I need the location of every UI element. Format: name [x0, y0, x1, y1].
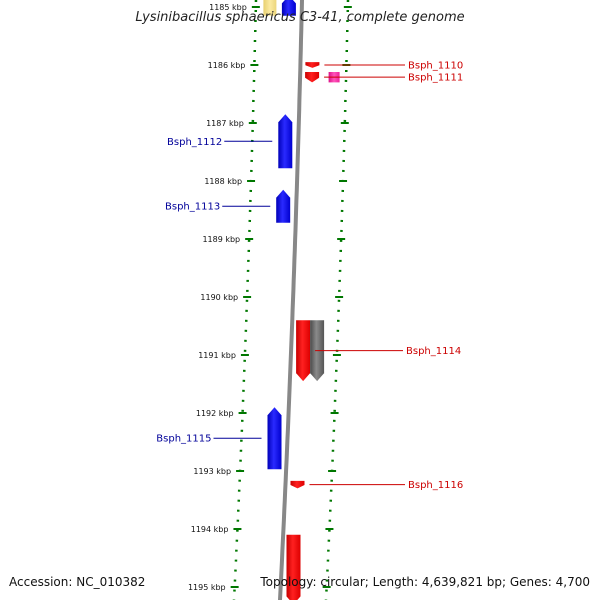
track-guides: [232, 0, 350, 601]
genome-backbone: [278, 0, 304, 602]
gene-label[interactable]: Bsph_1114: [406, 346, 461, 357]
gene-label[interactable]: Bsph_1115: [156, 434, 211, 445]
right-ruler-guide: [324, 0, 350, 601]
gene-feature[interactable]: [286, 534, 301, 604]
gene-bsph-1114[interactable]: [296, 320, 311, 382]
ruler: 1185 kbp 1186 kbp 1187 kbp 1188 kbp 1189 kbp…: [188, 3, 352, 592]
gene-label[interactable]: Bsph_1111: [408, 73, 463, 84]
ruler-tick-label: 1192 kbp: [196, 409, 234, 418]
gene-bsph-1113[interactable]: [276, 189, 291, 223]
ruler-tick-label: 1191 kbp: [198, 351, 236, 360]
gene-feature[interactable]: [281, 0, 296, 16]
accession-label: Accession: NC_010382: [9, 575, 146, 589]
gene-bsph-1111[interactable]: [305, 72, 320, 83]
gene-bsph-1115[interactable]: [267, 407, 282, 470]
ruler-tick-label: 1186 kbp: [208, 61, 246, 70]
gene-feature[interactable]: [263, 0, 277, 16]
gene-label[interactable]: Bsph_1113: [165, 202, 220, 213]
gene-label[interactable]: Bsph_1116: [408, 480, 463, 491]
ruler-tick-label: 1188 kbp: [204, 177, 242, 186]
ruler-tick-label: 1189 kbp: [202, 235, 240, 244]
ruler-tick-label: 1195 kbp: [188, 583, 226, 592]
gene-label[interactable]: Bsph_1110: [408, 61, 463, 72]
ruler-tick-label: 1194 kbp: [191, 525, 229, 534]
gene-label[interactable]: Bsph_1112: [167, 137, 222, 148]
gene-bsph-1116[interactable]: [290, 480, 305, 489]
left-ruler-guide: [232, 0, 258, 601]
genome-title: Lysinibacillus sphaericus C3-41, complet…: [135, 10, 465, 25]
gene-bsph-1112[interactable]: [278, 114, 293, 169]
backbone-line: [278, 0, 304, 602]
topology-label: Topology: circular; Length: 4,639,821 bp…: [260, 575, 590, 589]
ruler-tick-label: 1190 kbp: [200, 293, 238, 302]
ruler-tick-label: 1193 kbp: [193, 467, 231, 476]
gene-bsph-1110[interactable]: [305, 62, 320, 68]
ruler-tick-label: 1187 kbp: [206, 119, 244, 128]
ruler-tick-label: 1185 kbp: [209, 3, 247, 12]
